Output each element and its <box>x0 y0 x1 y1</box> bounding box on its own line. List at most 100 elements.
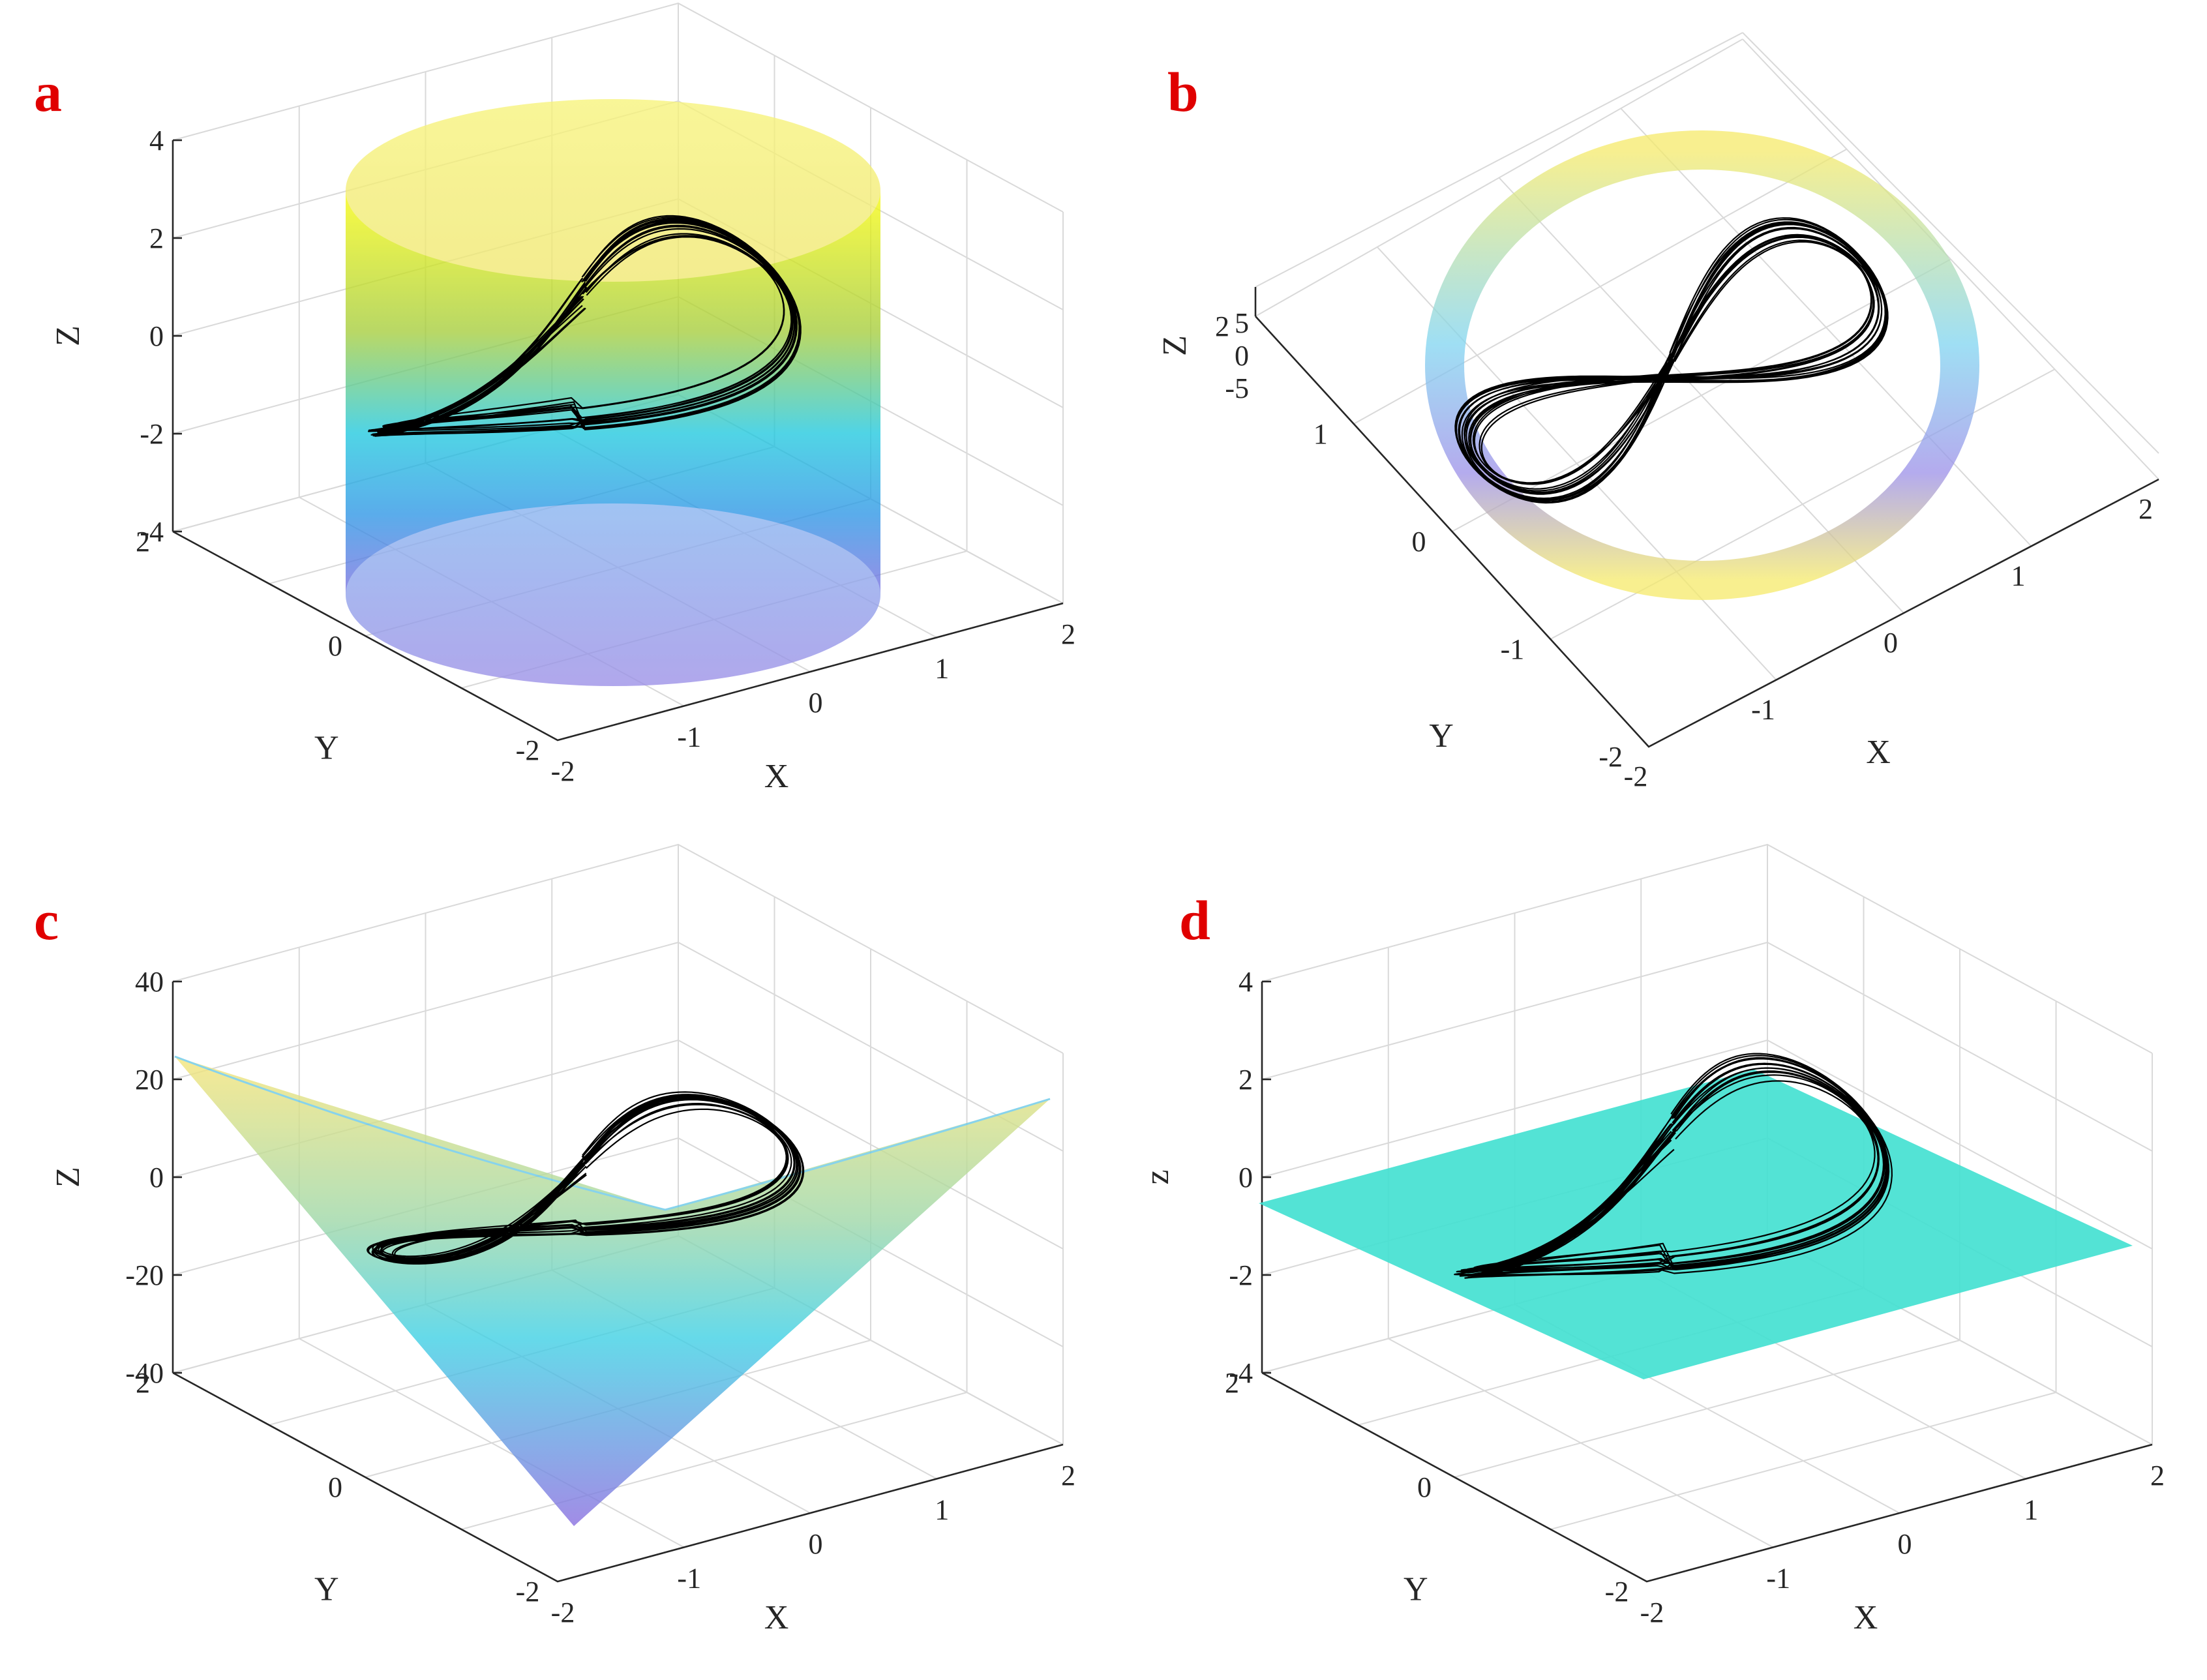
grid-line <box>1742 38 2159 480</box>
z-ticks: -4 -2 0 2 4 <box>140 125 182 548</box>
x-ticks: -2 -1 0 1 2 <box>551 618 1075 787</box>
trajectory <box>1454 217 1889 504</box>
y-ticks: -2 0 2 <box>136 1367 539 1608</box>
z-tick-label: 40 <box>135 966 164 998</box>
grid-line <box>461 1392 967 1530</box>
y-ticks: -2 0 2 <box>136 526 539 766</box>
grid-line <box>1742 32 2159 454</box>
cylinder-bottom <box>346 503 880 686</box>
panel-letter-a: a <box>34 61 62 123</box>
x-tick-label: 2 <box>1061 1460 1075 1492</box>
y-tick-label: 0 <box>328 1471 342 1503</box>
grid-line <box>1550 368 2055 640</box>
x-tick-label: 2 <box>2139 493 2153 525</box>
z-tick-label: 0 <box>149 320 164 352</box>
x-ticks: -2 -1 0 1 2 <box>1640 1460 2165 1628</box>
x-tick-label: 1 <box>935 653 949 685</box>
z-tick-label: -4 <box>1229 1357 1253 1389</box>
z-tick-label: 20 <box>135 1064 164 1096</box>
panel-letter-c: c <box>34 889 59 952</box>
y-tick-label: 2 <box>136 526 150 558</box>
trajectory <box>367 1091 805 1265</box>
z-tick-label: 0 <box>1239 1162 1253 1193</box>
y-tick-label: 0 <box>328 630 342 662</box>
z-tick-label: -5 <box>1225 372 1249 404</box>
saddle-ridge <box>174 1055 1051 1211</box>
trajectory <box>368 215 802 437</box>
z-tick-label: -20 <box>125 1259 164 1291</box>
y-axis-title: Y <box>314 1570 339 1608</box>
grid-line <box>1454 1340 1960 1478</box>
axes-box <box>1254 287 2159 748</box>
cylinder-band <box>1425 130 1979 600</box>
y-tick-label: -2 <box>516 1576 540 1608</box>
z-tick-label: 2 <box>1239 1064 1253 1096</box>
x-tick-label: 1 <box>935 1494 949 1526</box>
x-axis-title: X <box>1866 734 1891 771</box>
x-tick-label: 0 <box>809 1528 823 1560</box>
grid-line <box>1261 843 2153 1054</box>
y-tick-label: 1 <box>1314 418 1328 450</box>
z-ticks: -40 -20 0 20 40 <box>125 966 182 1389</box>
x-tick-label: 0 <box>1884 627 1898 659</box>
floor-front-edge <box>172 1372 1064 1583</box>
z-tick-label: 2 <box>149 222 164 254</box>
x-tick-label: -2 <box>551 755 575 787</box>
x-tick-label: 1 <box>2024 1494 2038 1526</box>
z-tick-label: -40 <box>125 1357 164 1389</box>
z-axis-title: Z <box>50 325 87 346</box>
y-tick-label: 0 <box>1412 526 1426 558</box>
y-ticks: -2 -1 0 1 2 <box>1215 310 1623 773</box>
x-tick-label: -1 <box>1751 694 1775 726</box>
floor-front-edge <box>172 530 1064 742</box>
z-axis-title: Z <box>1156 335 1194 356</box>
x-tick-label: 0 <box>809 687 823 719</box>
trajectory-path <box>368 215 802 437</box>
plane-surface <box>1259 1070 2133 1379</box>
z-tick-label: -2 <box>1229 1259 1253 1291</box>
saddle-surface <box>174 1055 1051 1526</box>
x-axis-title: X <box>764 1599 789 1636</box>
y-axis-title: Y <box>1429 717 1454 755</box>
z-tick-label: -2 <box>140 418 164 450</box>
trajectory-path <box>1454 1053 1893 1279</box>
x-tick-label: -1 <box>1766 1563 1790 1595</box>
grid-line <box>1620 108 2032 547</box>
x-tick-label: -2 <box>1640 1597 1664 1628</box>
z-tick-label: 0 <box>149 1162 164 1193</box>
x-ticks: -2 -1 0 1 2 <box>1624 493 2153 792</box>
panel-letter-b: b <box>1167 61 1199 123</box>
y-tick-label: -2 <box>516 734 540 766</box>
panel-a: -4 -2 0 2 4 -2 -1 0 1 2 -2 0 2 X Y Za <box>34 2 1075 795</box>
panel-letter-d: d <box>1179 889 1210 952</box>
y-ticks: -2 0 2 <box>1225 1367 1629 1608</box>
z-tick-label: 0 <box>1235 340 1249 372</box>
z-ticks: -4 -2 0 2 4 <box>1229 966 1271 1389</box>
z-tick-label: 5 <box>1235 307 1249 339</box>
x-axis-title: X <box>1854 1599 1878 1636</box>
y-tick-label: -2 <box>1599 741 1623 773</box>
y-axis-title: Y <box>314 729 339 766</box>
y-tick-label: -1 <box>1501 633 1525 665</box>
y-tick-label: 2 <box>1215 310 1229 342</box>
trajectory-path <box>367 1091 805 1265</box>
y-tick-label: 0 <box>1417 1471 1432 1503</box>
trajectory <box>1454 1053 1893 1279</box>
floor-front-edge <box>1261 1372 2153 1583</box>
z-tick-label: -4 <box>140 516 164 548</box>
x-tick-label: -2 <box>1624 760 1648 792</box>
grid-line <box>1255 32 1743 288</box>
x-tick-label: 1 <box>2011 560 2026 592</box>
x-tick-label: -1 <box>677 1563 701 1595</box>
y-tick-label: 2 <box>136 1367 150 1399</box>
grid-line <box>1550 1392 2056 1530</box>
z-tick-label: 4 <box>1239 966 1253 998</box>
saddle-face <box>175 1057 1050 1526</box>
z-axis-title: z <box>1139 1169 1176 1184</box>
cylinder-top <box>346 99 880 282</box>
x-tick-label: 2 <box>1061 618 1075 650</box>
cylinder-surface <box>346 99 880 686</box>
